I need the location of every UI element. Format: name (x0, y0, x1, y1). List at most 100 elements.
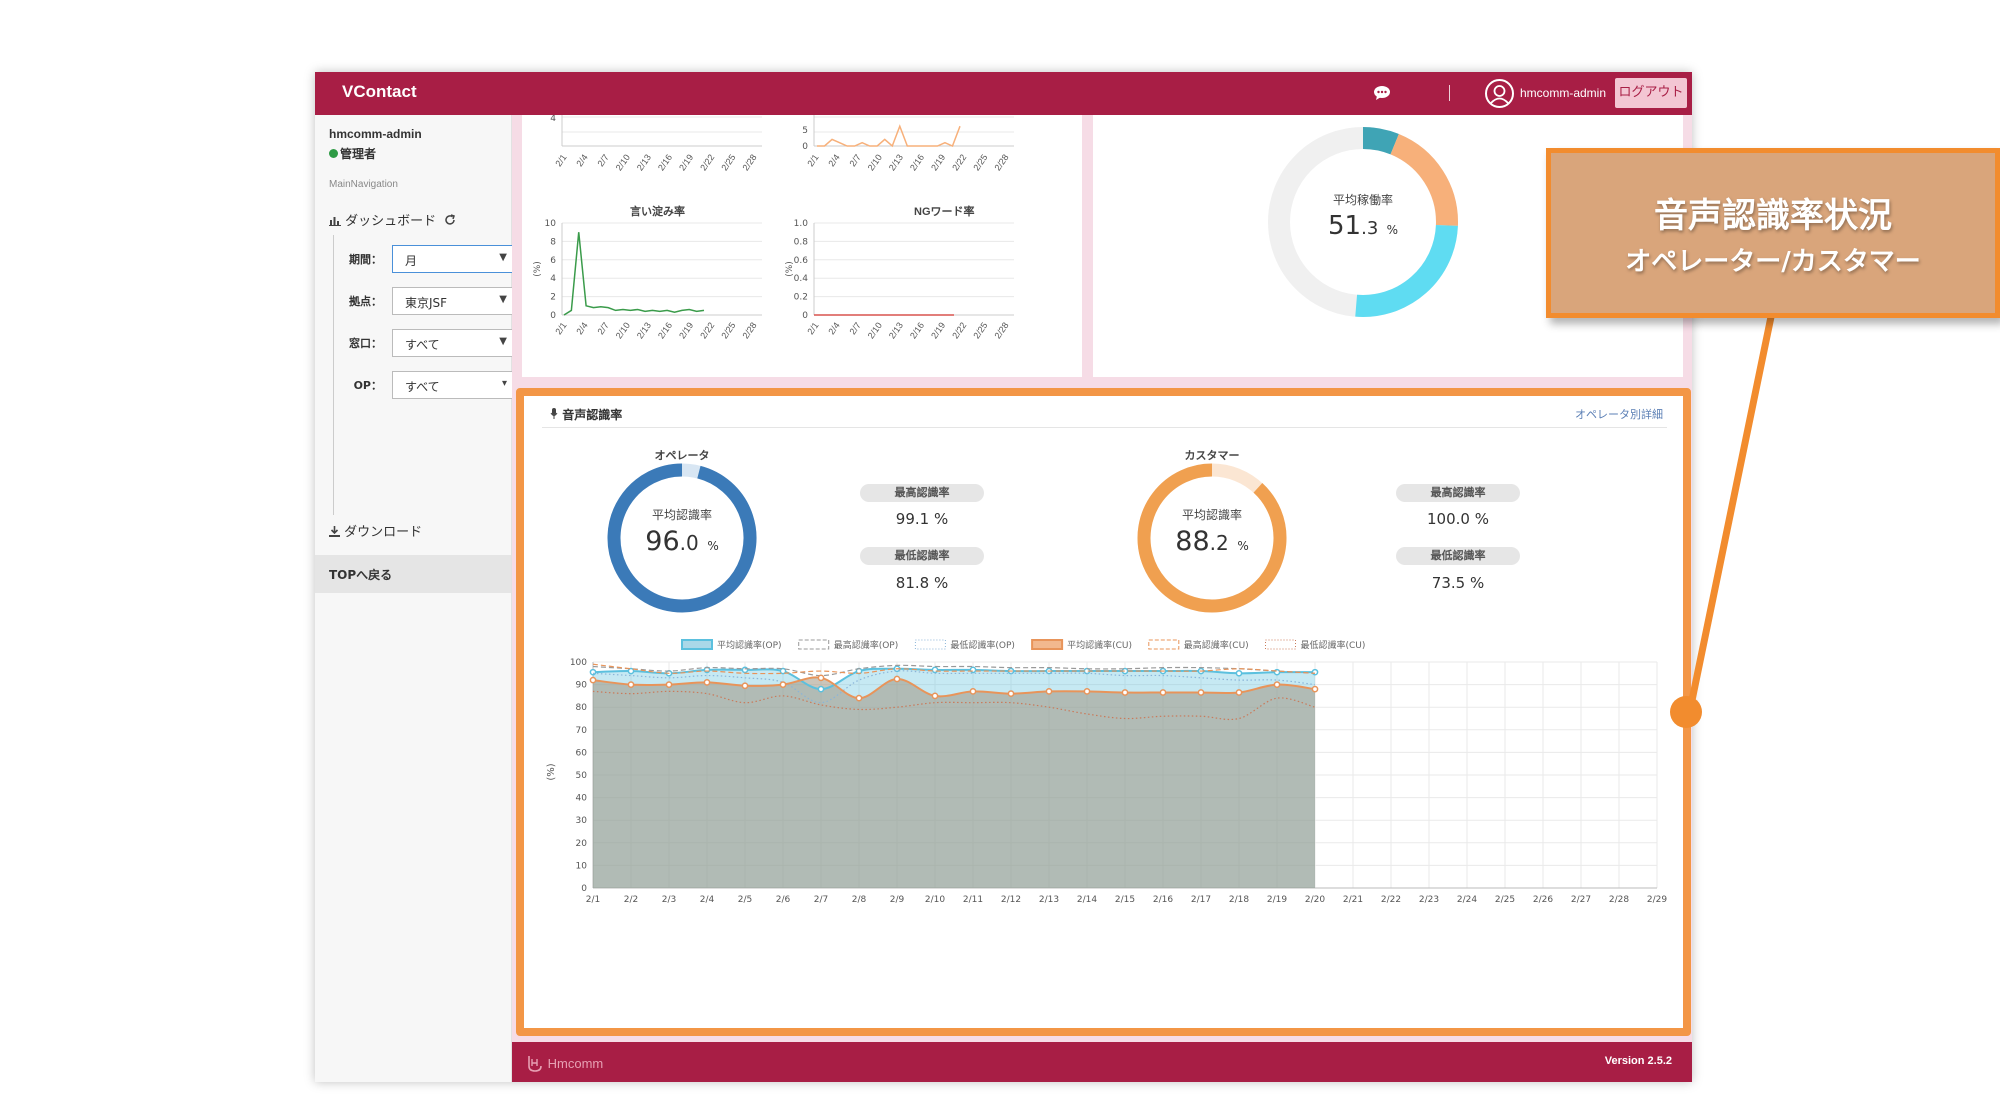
y-tick-label: 50 (576, 771, 588, 781)
customer-max-value: 100.0 % (1427, 510, 1489, 528)
user-avatar[interactable] (1485, 79, 1514, 108)
data-point (1083, 688, 1091, 695)
y-tick-label: 0.6 (794, 256, 809, 266)
operator-max-label: 最高認識率 (860, 484, 984, 502)
gauge-value-arc (607, 463, 757, 613)
logout-button[interactable]: ログアウト (1615, 78, 1687, 108)
x-tick-label: 2/19 (677, 152, 695, 172)
operator-detail-link[interactable]: オペレータ別詳細 (1575, 408, 1663, 421)
header-divider (1449, 85, 1450, 101)
data-point (1045, 688, 1053, 695)
donut-segment (1355, 224, 1458, 317)
sidebar-item-dashboard[interactable]: ダッシュボード (329, 210, 456, 229)
y-tick-label: 60 (576, 748, 588, 758)
select-value: 東京JSF (405, 296, 448, 310)
x-tick-label: 2/10 (925, 895, 945, 905)
y-axis-label: (%) (785, 261, 795, 277)
customer-avg-int: 88 (1175, 526, 1210, 557)
x-tick-label: 2/1 (805, 152, 820, 168)
data-point (627, 681, 635, 688)
data-point (931, 692, 939, 700)
x-tick-label: 2/29 (1647, 895, 1667, 905)
y-tick-label: 0 (802, 311, 808, 321)
header-username[interactable]: hmcomm-admin (1520, 86, 1607, 100)
select-value: すべて (405, 380, 440, 394)
x-tick-label: 2/4 (574, 152, 589, 168)
y-tick-label: 40 (576, 794, 588, 804)
chart2-series-line (817, 124, 961, 148)
x-tick-label: 2/24 (1457, 895, 1477, 905)
y-tick-label: 70 (576, 726, 588, 736)
x-tick-label: 2/10 (614, 320, 632, 340)
x-tick-label: 2/11 (963, 895, 983, 905)
legend-swatch (1265, 639, 1296, 650)
caret-down-icon: ▼ (499, 252, 507, 263)
bar-chart-icon (329, 217, 341, 226)
filter-period: 期間： 月 ▼ (344, 245, 514, 273)
y-tick-label: 4 (550, 115, 556, 124)
y-tick-label: 100 (570, 658, 587, 668)
x-tick-label: 2/1 (553, 320, 568, 336)
data-point (589, 676, 597, 684)
data-point (1235, 669, 1243, 677)
customer-min-value: 73.5 % (1431, 574, 1485, 592)
legend-label: 最低認識率(CU) (1301, 639, 1366, 651)
callout-box: 音声認識率状況 オペレーター/カスタマー (1546, 148, 2000, 318)
utilization-donut (1268, 127, 1458, 317)
recognition-gauges (607, 463, 1287, 613)
online-status-icon (329, 149, 338, 158)
y-tick-label: 0.8 (794, 237, 809, 247)
refresh-icon[interactable] (444, 214, 456, 226)
series-line (592, 690, 1316, 721)
hmcomm-logo-icon (528, 1056, 542, 1072)
sidebar-item-download[interactable]: ダウンロード (329, 521, 422, 540)
site-select[interactable]: 東京JSF ▼ (392, 287, 514, 315)
x-tick-label: 2/22 (950, 152, 968, 172)
callout-title: 音声認識率状況 (1654, 196, 1892, 236)
x-tick-label: 2/4 (826, 152, 841, 168)
x-tick-label: 2/28 (1609, 895, 1629, 905)
y-tick-label: 0 (550, 311, 556, 321)
brand-logo[interactable]: VContact (342, 82, 417, 101)
x-tick-label: 2/1 (586, 895, 600, 905)
data-point (665, 681, 673, 688)
chat-icon[interactable] (1373, 85, 1391, 101)
role-label: 管理者 (340, 147, 377, 161)
x-tick-label: 2/13 (887, 320, 905, 340)
customer-title: カスタマー (1184, 449, 1240, 462)
data-point (1273, 681, 1281, 688)
highlight-frame (516, 388, 1691, 1036)
sidebar-item-top[interactable]: TOPへ戻る (315, 555, 511, 593)
customer-min-label: 最低認識率 (1396, 547, 1520, 565)
x-tick-label: 2/20 (1305, 895, 1325, 905)
y-tick-label: 10 (576, 861, 588, 871)
x-tick-label: 2/8 (852, 895, 867, 905)
recognition-card: 音声認識率 オペレータ別詳細 オペレータ 平均認識率 96.0 % 最高認識率 … (520, 392, 1687, 1032)
version-label: Version 2.5.2 (1604, 1055, 1672, 1067)
x-tick-label: 2/28 (992, 320, 1010, 340)
data-point (741, 682, 749, 690)
window-select[interactable]: すべて ▼ (392, 329, 514, 357)
x-tick-label: 2/13 (887, 152, 905, 172)
data-point (1121, 689, 1129, 696)
x-tick-label: 2/5 (738, 895, 752, 905)
x-tick-label: 2/13 (1039, 895, 1059, 905)
callout-subtitle: オペレーター/カスタマー (1625, 247, 1921, 277)
x-tick-label: 2/25 (719, 152, 737, 172)
recognition-line-chart: 平均認識率(OP) 最高認識率(OP) 最低認識率(OP) 平均認識率(CU) 最高認識… (546, 639, 1667, 905)
op-select[interactable]: すべて ▾ (392, 371, 514, 399)
legend-item: 最低認識率(OP) (914, 639, 1015, 651)
dashboard-label: ダッシュボード (345, 214, 437, 229)
x-tick-label: 2/6 (776, 895, 791, 905)
x-tick-label: 2/26 (1533, 895, 1553, 905)
y-tick-label: 30 (576, 816, 588, 826)
period-select[interactable]: 月 ▼ (392, 245, 514, 273)
legend-label: 最低認識率(OP) (950, 639, 1015, 651)
operator-title: オペレータ (654, 449, 710, 462)
callout-line (1686, 311, 1776, 711)
select-value: すべて (405, 338, 440, 352)
mini-chart-title: NGワード率 (914, 206, 975, 218)
y-tick-label: 1.0 (794, 219, 809, 229)
y-tick-label: 0 (581, 884, 587, 894)
data-point (779, 681, 787, 688)
